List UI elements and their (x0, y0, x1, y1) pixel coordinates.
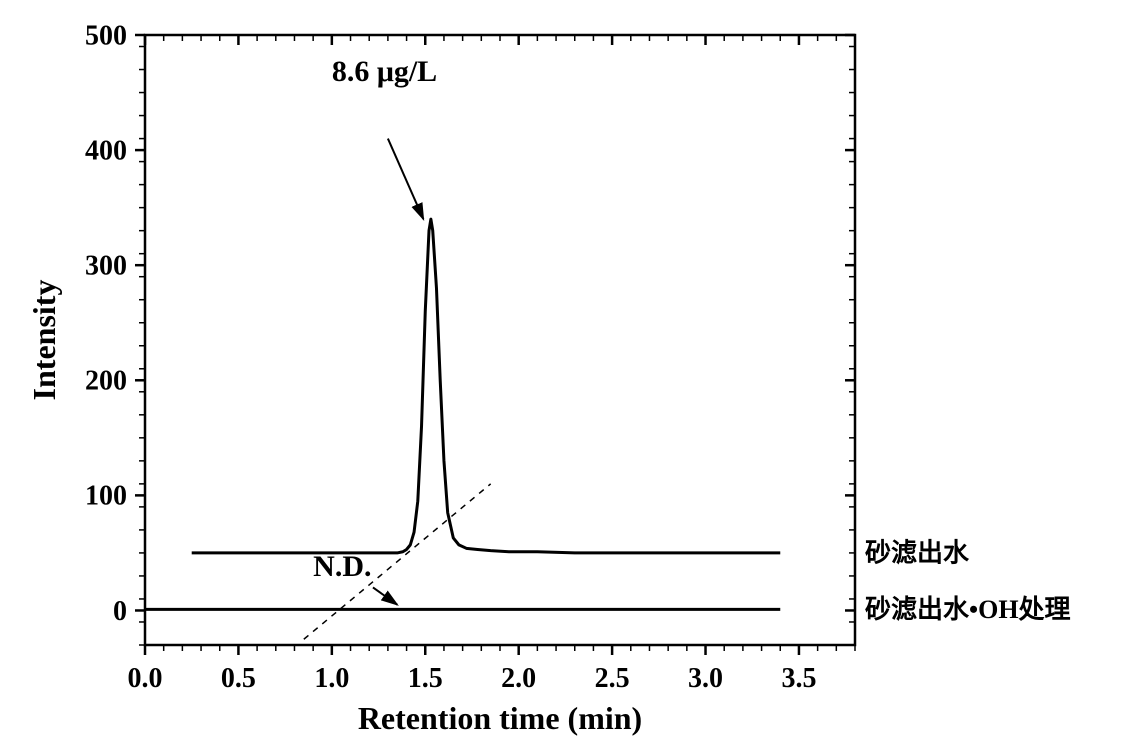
x-tick-label: 3.5 (781, 663, 816, 694)
y-axis-label: Intensity (26, 280, 62, 401)
chart-svg: 0.0 0.5 1.0 1.5 2.0 2.5 3.0 3.5 Retention time (… (0, 0, 1124, 751)
y-tick-label: 500 (85, 20, 127, 51)
y-tick-label: 200 (85, 366, 127, 397)
x-tick-label: 0.0 (128, 663, 163, 694)
x-tick-label: 2.0 (501, 663, 536, 694)
x-tick-label: 1.0 (314, 663, 349, 694)
x-tick-label: 1.5 (408, 663, 443, 694)
y-tick-label: 0 (113, 596, 127, 627)
x-axis-label: Retention time (min) (358, 700, 642, 736)
y-tick-label: 300 (85, 251, 127, 282)
annotation-peak-label: 8.6 μg/L (332, 55, 437, 88)
annotation-nd-label: N.D. (313, 550, 371, 583)
chart-bg (0, 0, 1124, 751)
legend-sand-filter-effluent: 砂滤出水 (865, 539, 970, 568)
x-tick-label: 3.0 (688, 663, 723, 694)
y-tick-label: 100 (85, 481, 127, 512)
x-tick-label: 0.5 (221, 663, 256, 694)
y-tick-label: 400 (85, 135, 127, 166)
chromatogram-chart: 0.0 0.5 1.0 1.5 2.0 2.5 3.0 3.5 Retention time (… (0, 0, 1124, 751)
legend-sand-filter-oh-treated: 砂滤出水•OH处理 (865, 595, 1071, 624)
x-tick-label: 2.5 (595, 663, 630, 694)
